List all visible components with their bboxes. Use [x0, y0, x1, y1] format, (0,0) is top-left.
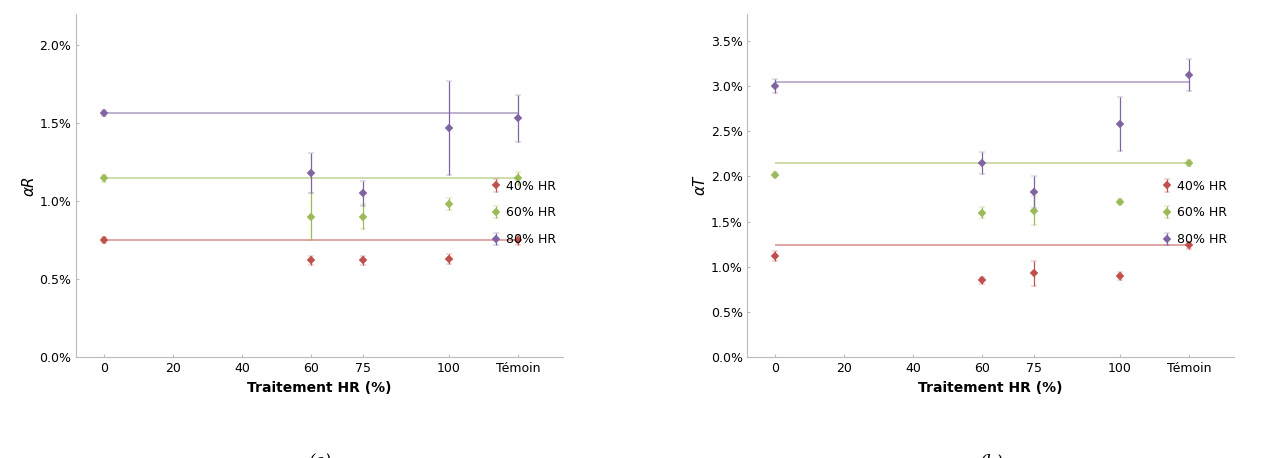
Legend: 40% HR, 60% HR, 80% HR: 40% HR, 60% HR, 80% HR — [1164, 180, 1227, 246]
Legend: 40% HR, 60% HR, 80% HR: 40% HR, 60% HR, 80% HR — [492, 180, 556, 246]
Y-axis label: αT: αT — [693, 176, 707, 195]
X-axis label: Traitement HR (%): Traitement HR (%) — [247, 381, 392, 395]
Text: (a): (a) — [308, 453, 331, 458]
X-axis label: Traitement HR (%): Traitement HR (%) — [918, 381, 1063, 395]
Y-axis label: αR: αR — [22, 175, 37, 196]
Text: (b): (b) — [979, 453, 1002, 458]
